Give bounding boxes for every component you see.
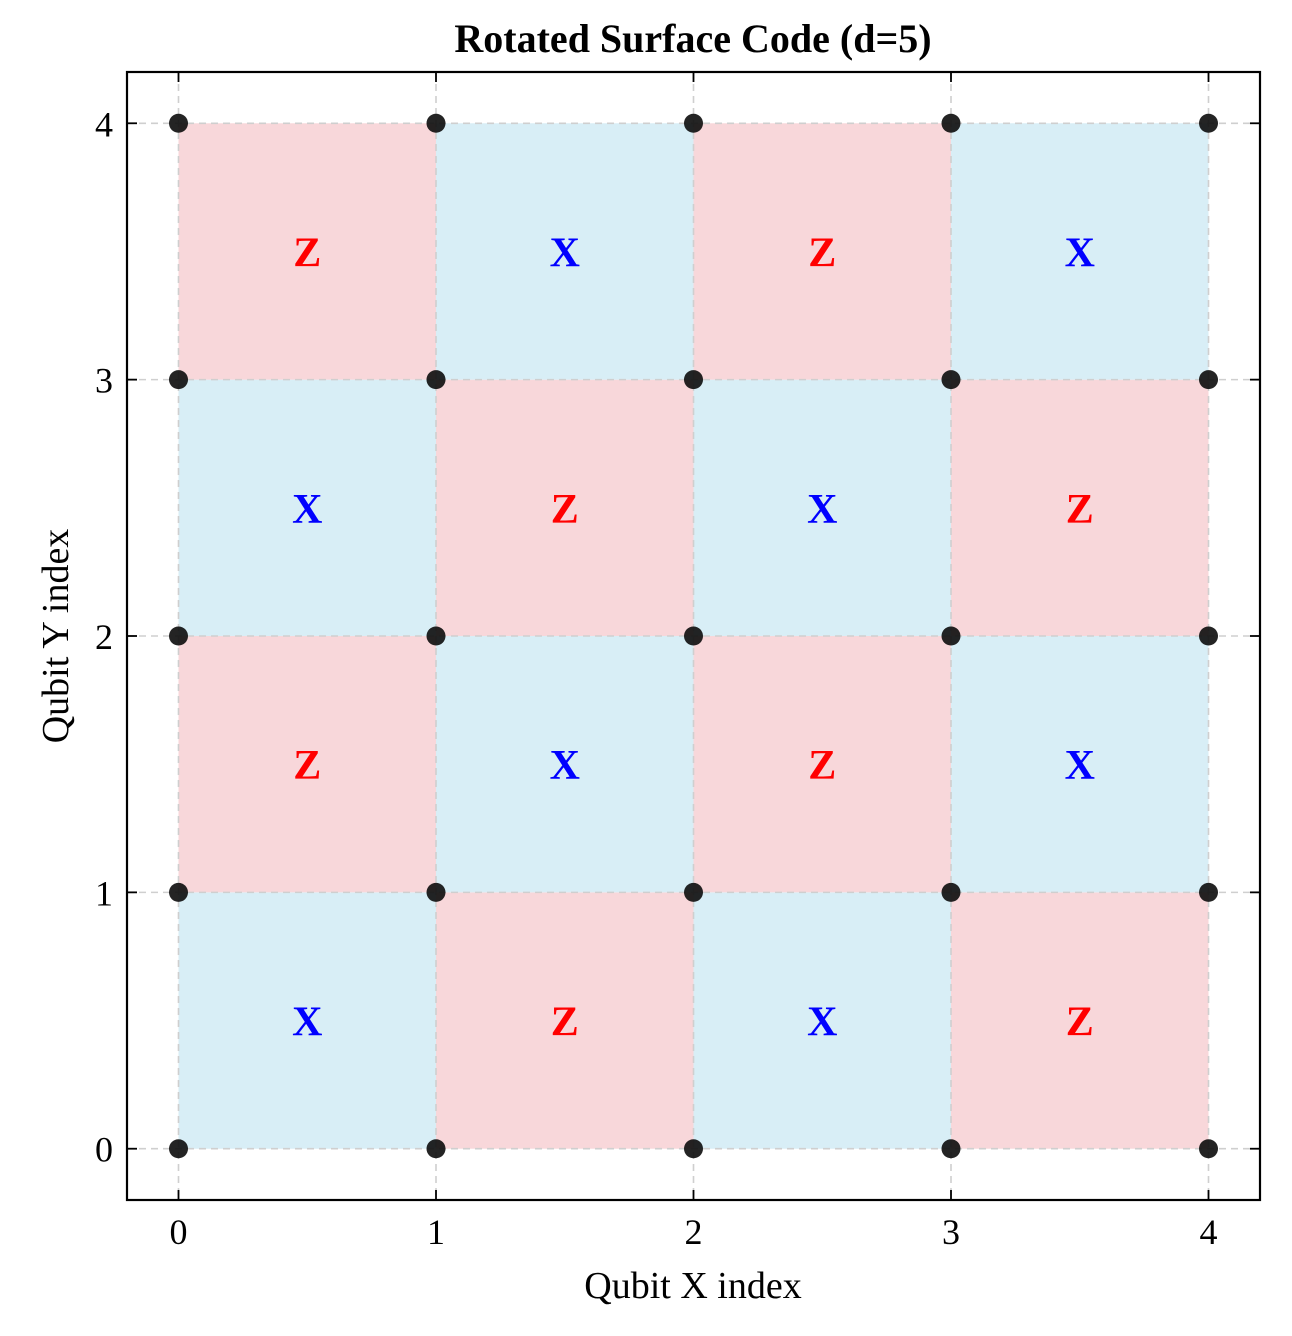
stabilizer-label-z: Z (293, 230, 321, 276)
stabilizer-plaquette-z (436, 379, 694, 636)
data-qubit (941, 882, 961, 902)
stabilizer-label-x: X (1065, 743, 1095, 789)
data-qubit (169, 370, 188, 390)
stabilizer-label-z: Z (808, 743, 836, 789)
y-tick-label: 4 (95, 104, 113, 144)
y-tick-label: 3 (95, 361, 113, 401)
data-qubit (684, 370, 703, 390)
data-qubit (426, 113, 446, 133)
stabilizer-label-z: Z (1066, 487, 1094, 533)
y-tick-label: 1 (95, 873, 113, 913)
stabilizer-label-z: Z (551, 1000, 579, 1046)
stabilizer-label-z: Z (551, 487, 579, 533)
data-qubit (169, 882, 188, 902)
stabilizer-plaquette-z (951, 379, 1209, 636)
x-tick-label: 0 (170, 1212, 188, 1252)
x-axis-label: Qubit X index (584, 1265, 801, 1307)
stabilizer-label-x: X (292, 1000, 322, 1046)
stabilizer-plaquette-z (693, 636, 951, 893)
stabilizer-label-x: X (550, 743, 580, 789)
y-axis-label: Qubit Y index (35, 529, 77, 744)
data-qubit (426, 370, 446, 390)
x-tick-label: 2 (685, 1212, 703, 1252)
stabilizer-label-x: X (1065, 230, 1095, 276)
stabilizer-label-x: X (550, 230, 580, 276)
x-tick-label: 4 (1200, 1212, 1218, 1252)
stabilizer-label-z: Z (293, 743, 321, 789)
x-tick-label: 3 (942, 1212, 960, 1252)
data-qubit (426, 626, 446, 646)
stabilizer-plaquette-z (436, 892, 694, 1149)
data-qubit (1199, 882, 1218, 902)
stabilizer-plaquette-x (693, 892, 951, 1149)
stabilizer-plaquette-z (178, 636, 436, 893)
y-tick-label: 2 (95, 617, 113, 657)
data-qubit (941, 370, 961, 390)
stabilizer-label-x: X (292, 487, 322, 533)
plot-area: X Z X Z Z X Z X X Z X Z Z X Z X 0 1 2 3 4 0 1 2 3 4 (95, 70, 1262, 1252)
chart-title: Rotated Surface Code (d=5) (454, 16, 931, 61)
data-qubit (169, 113, 188, 133)
data-qubit (941, 1139, 961, 1159)
data-qubit (1199, 1139, 1218, 1159)
stabilizer-plaquette-z (178, 123, 436, 380)
stabilizer-label-z: Z (808, 230, 836, 276)
data-qubit (684, 1139, 703, 1159)
data-qubit (684, 113, 703, 133)
data-qubit (426, 882, 446, 902)
stabilizer-plaquette-x (178, 379, 436, 636)
data-qubit (1199, 370, 1218, 390)
stabilizer-plaquette-x (436, 123, 694, 380)
data-qubit (1199, 113, 1218, 133)
stabilizer-plaquette-x (951, 123, 1209, 380)
stabilizer-label-x: X (807, 1000, 837, 1046)
stabilizer-plaquette-z (693, 123, 951, 380)
data-qubit (941, 626, 961, 646)
stabilizer-label-z: Z (1066, 1000, 1094, 1046)
data-qubit (1199, 626, 1218, 646)
data-qubit (169, 1139, 188, 1159)
stabilizer-plaquette-x (178, 892, 436, 1149)
data-qubit (426, 1139, 446, 1159)
data-qubit (941, 113, 961, 133)
stabilizer-plaquette-z (951, 892, 1209, 1149)
y-tick-label: 0 (95, 1130, 113, 1170)
data-qubit (684, 626, 703, 646)
data-qubit (169, 626, 188, 646)
stabilizer-label-x: X (807, 487, 837, 533)
stabilizer-plaquette-x (436, 636, 694, 893)
stabilizer-plaquette-x (693, 379, 951, 636)
x-tick-label: 1 (427, 1212, 445, 1252)
stabilizer-plaquette-x (951, 636, 1209, 893)
data-qubit (684, 882, 703, 902)
